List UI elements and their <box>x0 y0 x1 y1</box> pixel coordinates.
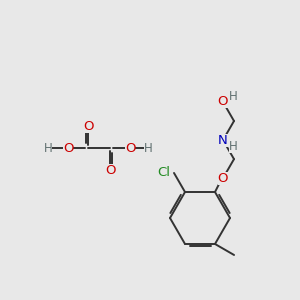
Text: H: H <box>44 142 52 154</box>
Text: O: O <box>218 95 228 109</box>
Text: O: O <box>83 119 93 133</box>
Text: O: O <box>218 172 228 185</box>
Text: O: O <box>63 142 73 154</box>
Text: H: H <box>229 91 237 103</box>
Text: N: N <box>218 134 228 147</box>
Text: Cl: Cl <box>157 167 170 179</box>
Text: O: O <box>105 164 115 176</box>
Text: O: O <box>125 142 135 154</box>
Text: H: H <box>144 142 152 154</box>
Text: H: H <box>229 140 237 153</box>
